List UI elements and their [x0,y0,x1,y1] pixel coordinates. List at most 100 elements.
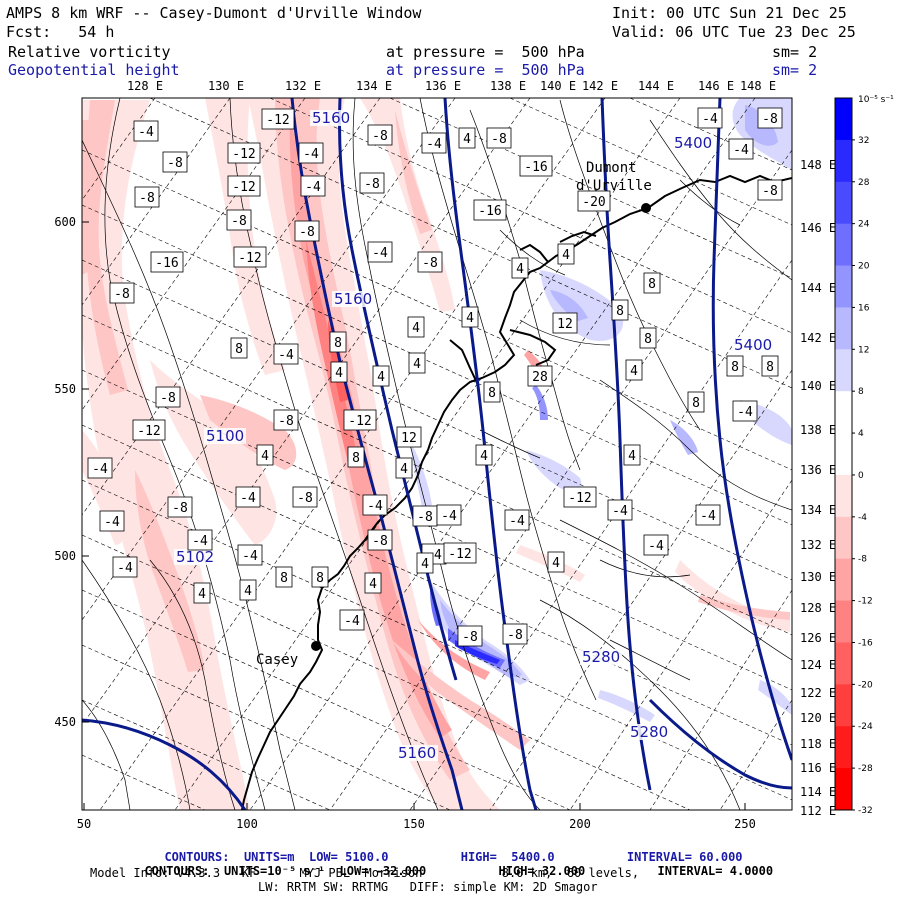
vorticity-contour-label: -4 [697,107,723,129]
vorticity-contour-label: 8 [611,299,629,321]
svg-text:28: 28 [532,370,548,385]
vorticity-contour-label: 8 [726,355,744,377]
right-longitude-label: 122 E [800,686,836,700]
vorticity-contour-label: -4 [362,494,388,516]
colorbar-label: 16 [858,303,870,313]
right-longitude-label: 118 E [800,737,836,751]
svg-text:12: 12 [401,431,417,446]
right-longitude-label: 136 E [800,463,836,477]
svg-text:-4: -4 [372,246,388,261]
vorticity-contour-label: 8 [230,337,248,359]
svg-text:-4: -4 [138,125,154,140]
vorticity-contour-label: -8 [109,282,135,304]
colorbar-label: 4 [858,429,864,439]
svg-text:-8: -8 [299,225,315,240]
footer-vorticity-contours: CONTOURS: UNITS=10⁻⁵ s⁻¹ LOW= -32.000 HI… [144,864,774,878]
vorticity-contour-label: -4 [643,534,669,556]
svg-text:-4: -4 [441,509,457,524]
svg-text:4: 4 [628,449,636,464]
vorticity-contour-label: 4 [256,444,274,466]
vorticity-contour-label: -4 [504,509,530,531]
svg-text:-8: -8 [167,156,183,171]
vorticity-contour-label: 4 [557,243,575,265]
svg-text:8: 8 [280,571,288,586]
y-tick-label: 600 [54,215,76,229]
svg-text:4: 4 [421,557,429,572]
colorbar-bin [835,600,852,643]
colorbar-bin [835,642,852,685]
svg-text:-4: -4 [344,614,360,629]
colorbar-label: -32 [858,806,873,816]
vorticity-contour-label: 4 [193,582,211,604]
vorticity-contour-label: -4 [298,142,324,164]
svg-text:4: 4 [261,449,269,464]
height-label-bg [332,291,374,307]
svg-text:-4: -4 [117,561,133,576]
colorbar-bin [835,684,852,727]
vorticity-contour-label: 4 [458,127,476,149]
valid-time: Valid: 06 UTC Tue 23 Dec 25 [612,23,856,41]
svg-text:4: 4 [466,311,474,326]
vorticity-contour-label: -8 [486,127,512,149]
vorticity-contour-label: 4 [623,444,641,466]
right-longitude-label: 116 E [800,761,836,775]
vorticity-contour-label: 8 [347,446,365,468]
svg-text:-4: -4 [733,143,749,158]
vorticity-labels: -4 -12 -12 -4 4 -8 -8 -8 -12 -4 -4 -8 -8 -8 -16 -16 -20 -… [87,107,783,647]
vorticity-contour-label: 28 [527,365,553,387]
height-contour-label: 5280 [582,648,620,666]
right-longitude-label: 138 E [800,423,836,437]
colorbar-bin [835,265,852,308]
vorticity-contour-label: -8 [292,486,318,508]
init-time: Init: 00 UTC Sun 21 Dec 25 [612,4,847,22]
vorticity-contour-label: -4 [133,120,159,142]
right-longitude-label: 140 E [800,379,836,393]
svg-text:-12: -12 [137,424,160,439]
vorticity-contour-label: -4 [421,132,447,154]
vorticity-contour-label: -12 [343,409,377,431]
svg-text:4: 4 [369,577,377,592]
svg-text:8: 8 [488,386,496,401]
field2-smoothing: sm= 2 [772,61,818,79]
station-dot [641,203,651,213]
svg-text:4: 4 [552,556,560,571]
svg-text:-16: -16 [155,256,178,271]
svg-text:8: 8 [766,360,774,375]
vorticity-contour-label: 4 [330,361,348,383]
vorticity-contour-label: -8 [134,186,160,208]
colorbar-label: 32 [858,136,869,146]
colorbar-label: -24 [858,722,873,732]
vorticity-contour-label: -16 [519,155,553,177]
vorticity-contour-label: -4 [728,138,754,160]
vorticity-contour-label: -12 [132,419,166,441]
vorticity-contour-label: -8 [457,625,483,647]
svg-text:-8: -8 [172,501,188,516]
svg-text:4: 4 [377,370,385,385]
svg-text:4: 4 [244,584,252,599]
right-longitude-label: 148 E [800,158,836,172]
colorbar-bin [835,98,852,141]
plot-title: AMPS 8 km WRF -- Casey-Dumont d'Urville … [6,4,422,22]
vorticity-contour-label: -8 [757,179,783,201]
station-markers: Casey Dumont d'Urville [256,160,652,668]
vorticity-contour-label: -4 [87,457,113,479]
vorticity-contour-label: 4 [395,457,413,479]
vorticity-contour-label: 4 [416,552,434,574]
station-dot [311,641,321,651]
height-contour-label: 5400 [734,336,772,354]
vorticity-contour-label: 4 [239,579,257,601]
svg-text:-12: -12 [348,414,371,429]
svg-text:-4: -4 [303,147,319,162]
x-tick-label: 250 [734,817,756,831]
colorbar-label: -12 [858,597,873,607]
height-contour-label: 5102 [176,548,214,566]
colorbar-bin [835,433,852,476]
height-label-bg [672,135,714,151]
height-label-bg [310,110,352,126]
right-longitude-label: 144 E [800,281,836,295]
svg-text:-4: -4 [737,405,753,420]
vorticity-contour-label: -8 [167,496,193,518]
height-label-bg [732,337,774,353]
vorticity-contour-label: 8 [761,355,779,377]
vorticity-contour-label: -8 [162,151,188,173]
